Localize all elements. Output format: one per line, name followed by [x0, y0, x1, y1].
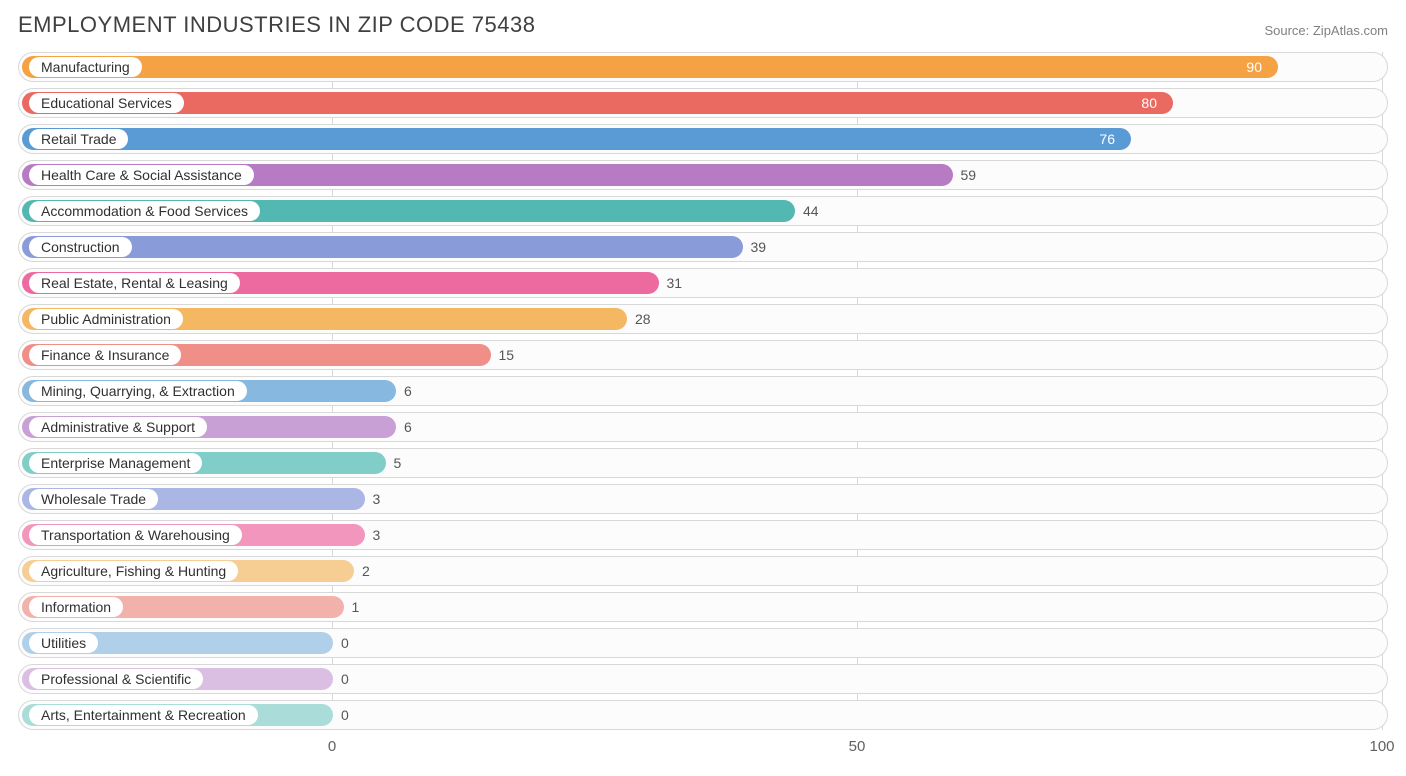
- chart: Manufacturing 90 Educational Services 80 Ret…: [18, 52, 1388, 760]
- bar-row: Real Estate, Rental & Leasing 31: [18, 268, 1388, 298]
- bar-value: 59: [961, 161, 977, 189]
- bar-label: Educational Services: [29, 93, 184, 113]
- bar-label: Arts, Entertainment & Recreation: [29, 705, 258, 725]
- bar-row: Enterprise Management 5: [18, 448, 1388, 478]
- bar-value: 2: [362, 557, 370, 585]
- bar-row: Agriculture, Fishing & Hunting 2: [18, 556, 1388, 586]
- bar-row: Manufacturing 90: [18, 52, 1388, 82]
- bar-row: Educational Services 80: [18, 88, 1388, 118]
- bar-label: Finance & Insurance: [29, 345, 181, 365]
- bar-label: Utilities: [29, 633, 98, 653]
- bar-value: 80: [1141, 89, 1157, 117]
- bar-value: 6: [404, 377, 412, 405]
- bar-label: Manufacturing: [29, 57, 142, 77]
- bar-label: Agriculture, Fishing & Hunting: [29, 561, 238, 581]
- bar-row: Construction 39: [18, 232, 1388, 262]
- bar-value: 0: [341, 629, 349, 657]
- bar-value: 0: [341, 701, 349, 729]
- bar-value: 5: [394, 449, 402, 477]
- bar-value: 31: [667, 269, 683, 297]
- bar-value: 28: [635, 305, 651, 333]
- bar-row: Transportation & Warehousing 3: [18, 520, 1388, 550]
- bar-row: Wholesale Trade 3: [18, 484, 1388, 514]
- bar-row: Arts, Entertainment & Recreation 0: [18, 700, 1388, 730]
- bar-value: 3: [373, 521, 381, 549]
- bar-label: Professional & Scientific: [29, 669, 203, 689]
- bar-label: Real Estate, Rental & Leasing: [29, 273, 240, 293]
- bar-value: 0: [341, 665, 349, 693]
- bar-row: Professional & Scientific 0: [18, 664, 1388, 694]
- bar-fill: [22, 92, 1173, 114]
- bar-label: Accommodation & Food Services: [29, 201, 260, 221]
- bar-label: Enterprise Management: [29, 453, 202, 473]
- axis-tick: 0: [328, 738, 336, 755]
- bar-value: 15: [499, 341, 515, 369]
- bar-label: Public Administration: [29, 309, 183, 329]
- bar-value: 90: [1246, 53, 1262, 81]
- bar-row: Accommodation & Food Services 44: [18, 196, 1388, 226]
- bar-row: Health Care & Social Assistance 59: [18, 160, 1388, 190]
- bar-value: 76: [1099, 125, 1115, 153]
- bar-fill: [22, 56, 1278, 78]
- source-label: Source: ZipAtlas.com: [1264, 23, 1388, 38]
- bar-label: Information: [29, 597, 123, 617]
- bar-value: 6: [404, 413, 412, 441]
- header: EMPLOYMENT INDUSTRIES IN ZIP CODE 75438 …: [18, 12, 1388, 38]
- bar-label: Administrative & Support: [29, 417, 207, 437]
- bar-row: Information 1: [18, 592, 1388, 622]
- bar-value: 3: [373, 485, 381, 513]
- bar-row: Utilities 0: [18, 628, 1388, 658]
- bar-value: 1: [352, 593, 360, 621]
- chart-title: EMPLOYMENT INDUSTRIES IN ZIP CODE 75438: [18, 12, 536, 38]
- x-axis: 050100: [18, 736, 1388, 760]
- bar-label: Health Care & Social Assistance: [29, 165, 254, 185]
- bar-row: Finance & Insurance 15: [18, 340, 1388, 370]
- bar-value: 44: [803, 197, 819, 225]
- bar-label: Retail Trade: [29, 129, 128, 149]
- bar-label: Wholesale Trade: [29, 489, 158, 509]
- plot-area: Manufacturing 90 Educational Services 80 Ret…: [18, 52, 1388, 730]
- bar-row: Retail Trade 76: [18, 124, 1388, 154]
- bar-label: Construction: [29, 237, 132, 257]
- bar-row: Mining, Quarrying, & Extraction 6: [18, 376, 1388, 406]
- bar-label: Mining, Quarrying, & Extraction: [29, 381, 247, 401]
- axis-tick: 100: [1369, 738, 1394, 755]
- bar-value: 39: [751, 233, 767, 261]
- bar-label: Transportation & Warehousing: [29, 525, 242, 545]
- bar-fill: [22, 128, 1131, 150]
- bar-row: Public Administration 28: [18, 304, 1388, 334]
- bar-row: Administrative & Support 6: [18, 412, 1388, 442]
- axis-tick: 50: [849, 738, 866, 755]
